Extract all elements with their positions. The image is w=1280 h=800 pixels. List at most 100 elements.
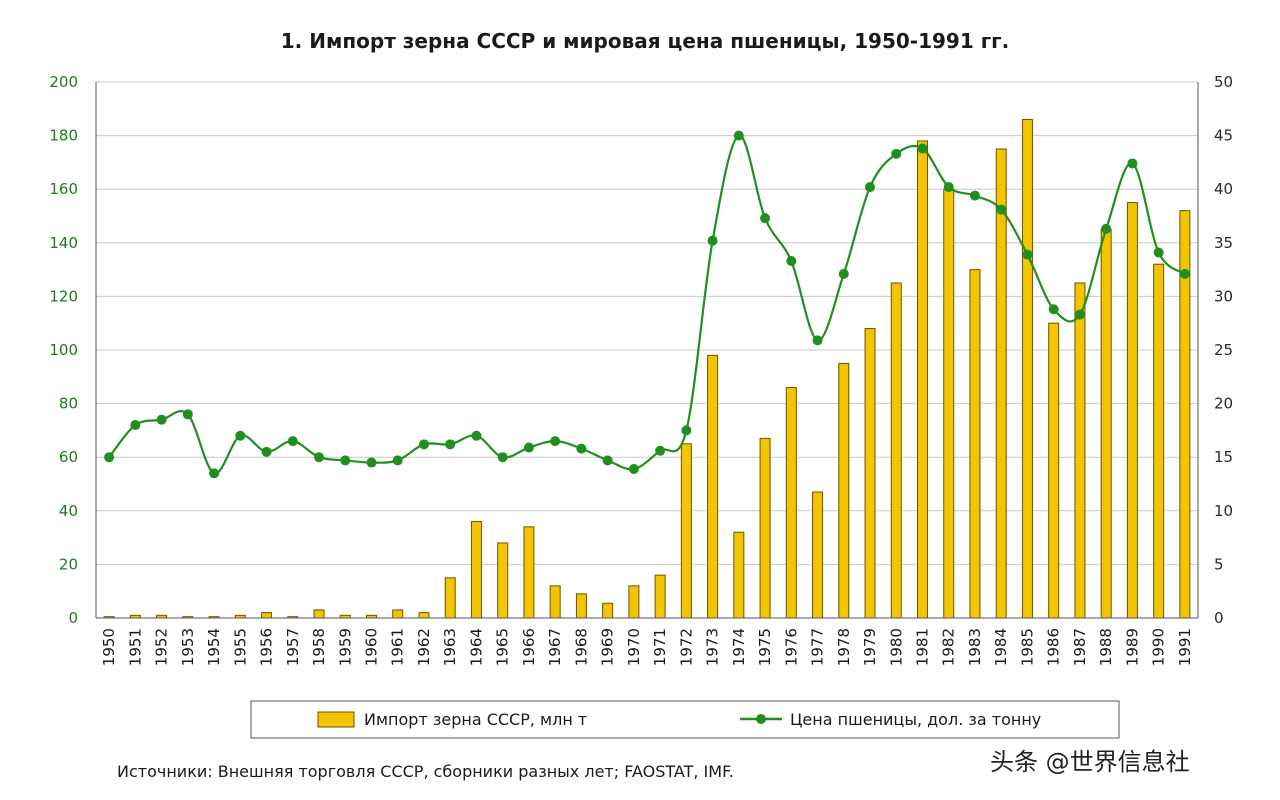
bar-1979 <box>864 328 876 619</box>
price-point-1951 <box>130 420 141 431</box>
left-axis-ticks: 0 20 40 60 80 100 120 140 160 180 200 <box>49 73 78 627</box>
right-tick-label: 5 <box>1214 555 1224 573</box>
x-tick-1990: 1990 <box>1150 628 1168 666</box>
x-tick-1954: 1954 <box>205 628 223 666</box>
import-bars <box>103 119 1191 619</box>
price-point-1967 <box>550 436 561 447</box>
price-point-1961 <box>392 455 403 466</box>
price-point-1982 <box>943 182 954 193</box>
chart-title: 1. Импорт зерна СССР и мировая цена пшен… <box>281 29 1009 53</box>
x-tick-1982: 1982 <box>940 628 958 666</box>
price-point-1987 <box>1074 309 1085 320</box>
bar-1968 <box>575 593 587 619</box>
bar-1973 <box>707 354 719 619</box>
wheat-price-line <box>104 130 1190 479</box>
bar-1983 <box>969 269 981 619</box>
left-tick-label: 120 <box>49 287 78 305</box>
source-note: Источники: Внешняя торговля СССР, сборни… <box>117 762 734 781</box>
x-tick-1960: 1960 <box>363 628 381 666</box>
x-tick-1967: 1967 <box>546 628 564 666</box>
right-axis-ticks: 0 5 10 15 20 25 30 35 40 45 50 <box>1214 73 1233 627</box>
left-tick-label: 60 <box>59 448 78 466</box>
price-point-1952 <box>156 414 167 425</box>
x-axis-ticks: 1950 1951 1952 1953 1954 1955 1956 1957 1958 1959… <box>100 628 1194 666</box>
left-tick-label: 20 <box>59 555 78 573</box>
legend: Импорт зерна СССР, млн т Цена пшеницы, д… <box>250 700 1120 739</box>
price-point-1956 <box>261 446 272 457</box>
left-tick-label: 180 <box>49 127 78 145</box>
price-point-1991 <box>1179 268 1190 279</box>
x-tick-1963: 1963 <box>441 628 459 666</box>
watermark: 头条 @世界信息社 <box>990 748 1190 776</box>
x-tick-1970: 1970 <box>625 628 643 666</box>
x-tick-1961: 1961 <box>389 628 407 666</box>
right-tick-label: 15 <box>1214 448 1233 466</box>
x-tick-1966: 1966 <box>520 628 538 666</box>
bar-1961 <box>392 609 404 619</box>
price-point-1980 <box>891 148 902 159</box>
bar-1962 <box>418 612 430 619</box>
price-point-1979 <box>865 182 876 193</box>
price-point-1965 <box>497 452 508 463</box>
x-tick-1987: 1987 <box>1071 628 1089 666</box>
bar-1972 <box>680 443 692 619</box>
bar-1982 <box>943 188 955 619</box>
x-tick-1971: 1971 <box>651 628 669 666</box>
x-tick-1988: 1988 <box>1097 628 1115 666</box>
x-tick-1957: 1957 <box>284 628 302 666</box>
price-point-1976 <box>786 256 797 267</box>
bar-1981 <box>917 140 928 619</box>
x-tick-1968: 1968 <box>572 628 590 666</box>
price-point-1954 <box>209 468 220 479</box>
left-tick-label: 200 <box>49 73 78 91</box>
price-point-1966 <box>523 442 534 453</box>
bar-1978 <box>838 362 850 619</box>
bar-1980 <box>890 282 902 619</box>
price-point-1981 <box>917 143 928 154</box>
price-point-1960 <box>366 457 377 468</box>
x-tick-1991: 1991 <box>1176 628 1194 666</box>
x-tick-1986: 1986 <box>1045 628 1063 666</box>
x-tick-1981: 1981 <box>914 628 932 666</box>
bar-1971 <box>654 574 666 619</box>
price-point-1977 <box>812 335 823 346</box>
price-point-1978 <box>838 268 849 279</box>
x-tick-1962: 1962 <box>415 628 433 666</box>
x-tick-1979: 1979 <box>861 628 879 666</box>
gridlines <box>96 81 1198 565</box>
bar-1984 <box>995 148 1007 619</box>
price-point-1975 <box>760 213 771 224</box>
right-tick-label: 45 <box>1214 127 1233 145</box>
price-point-1950 <box>104 452 115 463</box>
x-tick-1975: 1975 <box>756 628 774 666</box>
x-tick-1951: 1951 <box>126 628 144 666</box>
x-tick-1958: 1958 <box>310 628 328 666</box>
right-tick-label: 40 <box>1214 180 1233 198</box>
right-tick-label: 10 <box>1214 502 1233 520</box>
right-tick-label: 50 <box>1214 73 1233 91</box>
bar-1989 <box>1126 202 1138 619</box>
price-point-1962 <box>418 439 429 450</box>
bar-1967 <box>549 585 561 619</box>
price-point-1959 <box>340 455 351 466</box>
bar-1958 <box>313 609 325 619</box>
left-tick-label: 80 <box>59 395 78 413</box>
x-tick-1959: 1959 <box>336 628 354 666</box>
bar-1966 <box>523 526 535 619</box>
x-tick-1953: 1953 <box>179 628 197 666</box>
left-tick-label: 100 <box>49 341 78 359</box>
x-tick-1950: 1950 <box>100 628 118 666</box>
bar-1986 <box>1048 322 1060 619</box>
bar-1990 <box>1153 263 1165 619</box>
legend-line-label: Цена пшеницы, дол. за тонну <box>790 710 1041 729</box>
right-tick-label: 0 <box>1214 609 1224 627</box>
bar-1963 <box>444 577 456 619</box>
price-point-1957 <box>287 436 298 447</box>
bar-1976 <box>785 387 797 619</box>
x-tick-1980: 1980 <box>887 628 905 666</box>
right-tick-label: 30 <box>1214 287 1233 305</box>
right-tick-label: 35 <box>1214 234 1233 252</box>
price-point-1972 <box>681 425 692 436</box>
bar-1965 <box>497 542 509 619</box>
x-tick-1976: 1976 <box>782 628 800 666</box>
